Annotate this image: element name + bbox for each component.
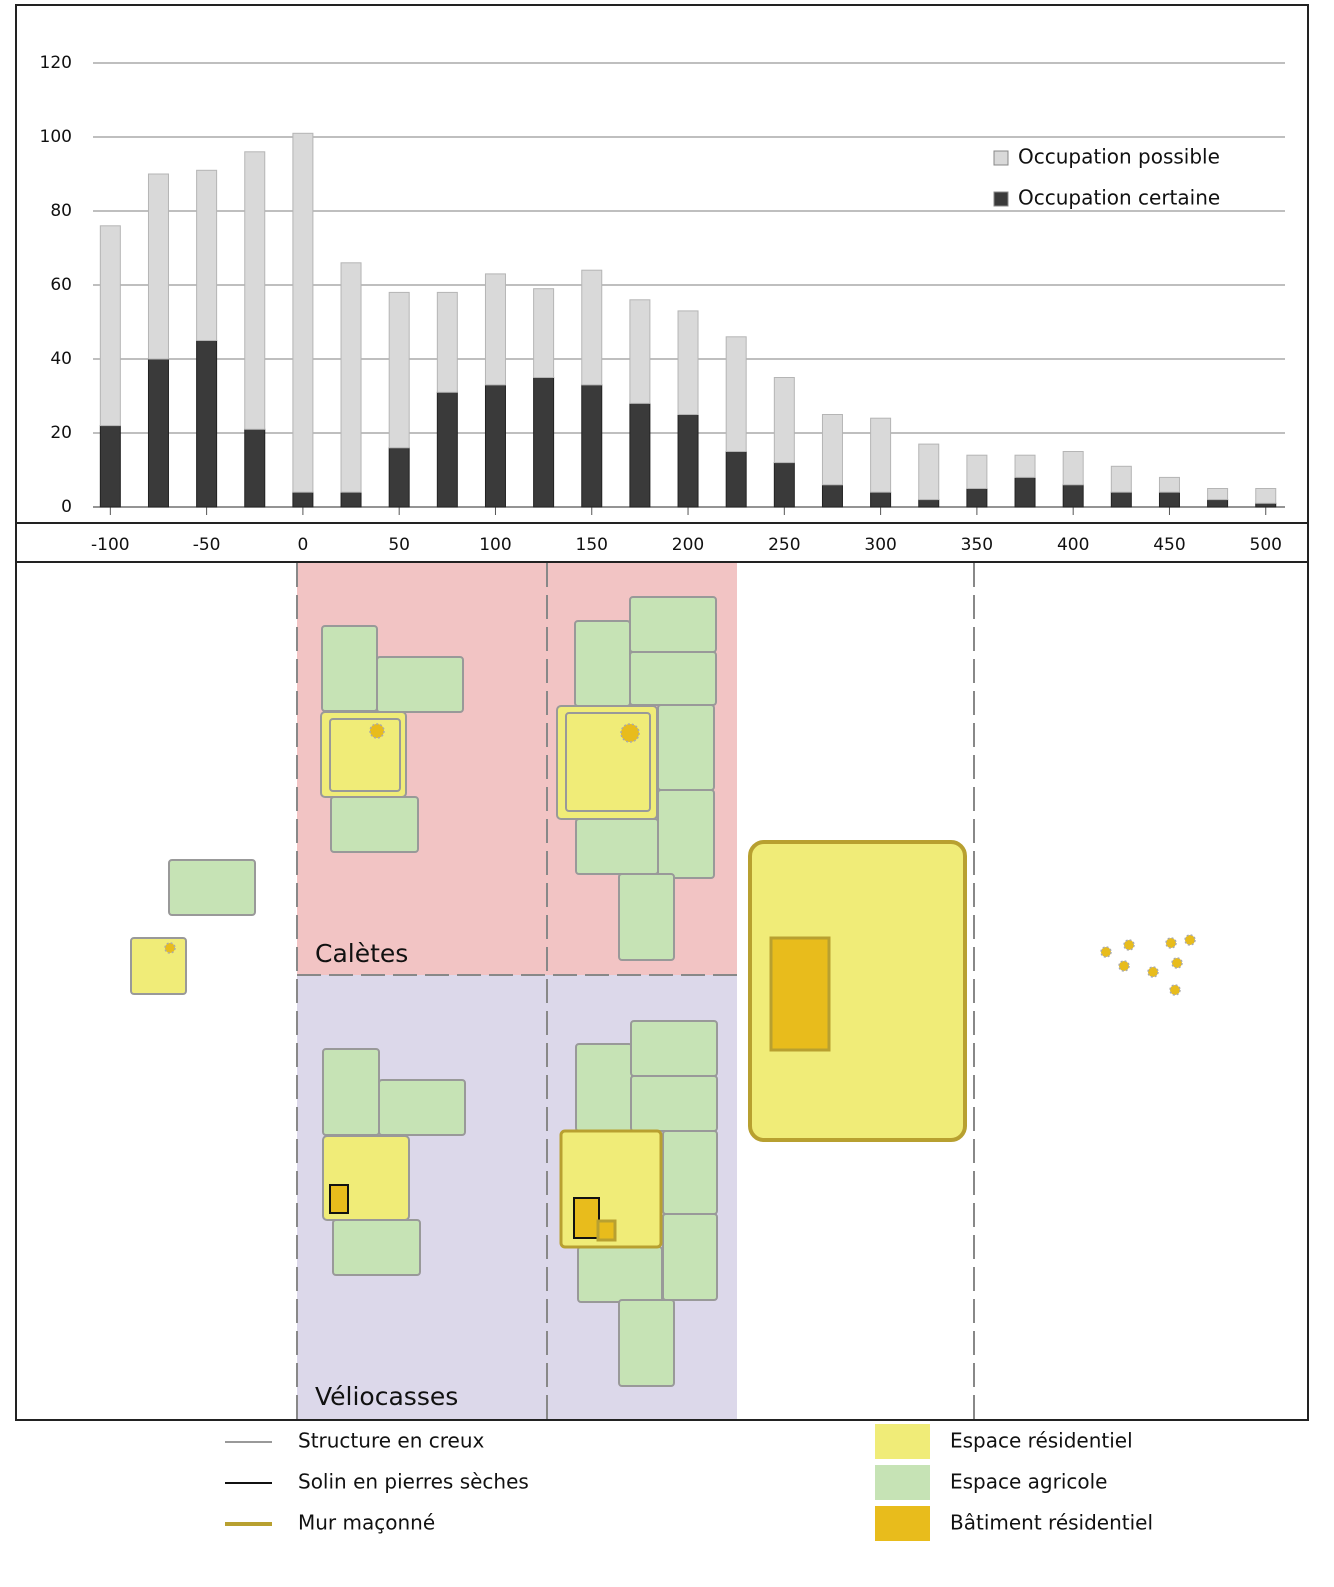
dividers xyxy=(296,563,975,1420)
bar-segment xyxy=(725,336,747,452)
bar-segment xyxy=(629,402,651,508)
bar-segment xyxy=(1014,476,1036,508)
legend-label: Espace agricole xyxy=(950,1470,1108,1494)
legend-label: Structure en creux xyxy=(298,1429,484,1453)
x-tick-label: 200 xyxy=(672,535,704,555)
bar-segment xyxy=(436,291,458,393)
bar-segment xyxy=(340,491,362,508)
y-tick-label: 40 xyxy=(50,349,72,369)
y-tick-label: 60 xyxy=(50,275,72,295)
y-tick-label: 80 xyxy=(50,201,72,221)
bar-segment xyxy=(725,451,747,508)
legend-label: Mur maçonné xyxy=(298,1511,435,1535)
bar-segment xyxy=(581,269,603,386)
legend-swatch xyxy=(993,191,1009,207)
bar-segment xyxy=(533,377,555,508)
bar-segment xyxy=(821,484,843,508)
bar-segment xyxy=(1158,476,1180,493)
bar-segment xyxy=(677,310,699,415)
bar-segment xyxy=(99,225,121,427)
bar-segment xyxy=(292,132,314,493)
bar-segment xyxy=(340,262,362,493)
bar-segment xyxy=(1062,451,1084,486)
chart: 0 20 40 60 80 100 120 -100 -50 0 50 100 150 200 250 300… xyxy=(40,53,1285,555)
bar-segment xyxy=(244,428,266,508)
x-tick-label: 450 xyxy=(1153,535,1185,555)
x-tick-label: 50 xyxy=(388,535,410,555)
x-tick-label: 350 xyxy=(961,535,993,555)
bar-segment xyxy=(292,491,314,508)
region-label: Véliocasses xyxy=(315,1382,458,1411)
legend-swatch xyxy=(993,150,1009,166)
x-tick-label: 0 xyxy=(297,535,308,555)
y-tick-label: 120 xyxy=(40,53,72,73)
bar-segment xyxy=(773,462,795,508)
bar-segment xyxy=(918,499,940,508)
bar-segment xyxy=(196,340,218,508)
bar-segment xyxy=(99,425,121,508)
legend-label: Espace résidentiel xyxy=(950,1429,1133,1453)
bar-segment xyxy=(870,417,892,493)
bar-segment xyxy=(1207,499,1229,508)
bar-segment xyxy=(388,447,410,508)
bar-segment xyxy=(821,414,843,486)
bar-segment xyxy=(484,273,506,386)
y-tick-label: 100 xyxy=(40,127,72,147)
y-tick-label: 0 xyxy=(61,497,72,517)
legend-label: Occupation possible xyxy=(1018,145,1220,169)
x-tick-label: 100 xyxy=(479,535,511,555)
x-tick-label: -100 xyxy=(91,535,130,555)
bar-segment xyxy=(1255,502,1277,508)
x-tick-label: 500 xyxy=(1250,535,1282,555)
bar-segment xyxy=(147,358,169,508)
x-tick-label: 150 xyxy=(576,535,608,555)
x-tick-label: -50 xyxy=(193,535,221,555)
bar-segment xyxy=(388,291,410,449)
bar-segment xyxy=(533,288,555,379)
bar-segment xyxy=(1062,484,1084,508)
bar-segment xyxy=(918,443,940,501)
bar-segment xyxy=(1158,491,1180,508)
x-tick-label: 250 xyxy=(768,535,800,555)
bar-segment xyxy=(870,491,892,508)
region-label: Calètes xyxy=(315,939,408,968)
bar-segment xyxy=(244,151,266,430)
frame xyxy=(15,4,1309,1421)
bar-segment xyxy=(1255,488,1277,504)
bar-segment xyxy=(629,299,651,404)
bar-segment xyxy=(1014,454,1036,478)
diagram: Calètes Véliocasses Structure en creux S… xyxy=(130,563,1196,1541)
legend-label: Solin en pierres sèches xyxy=(298,1470,529,1494)
bar-segment xyxy=(1110,465,1132,493)
bar-segment xyxy=(1207,488,1229,501)
diagram-legend: Structure en creux Solin en pierres sèch… xyxy=(225,1424,1153,1541)
x-tick-label: 400 xyxy=(1057,535,1089,555)
bar-segment xyxy=(147,173,169,360)
bar-segment xyxy=(966,454,988,490)
bar-segment xyxy=(436,391,458,508)
y-tick-label: 20 xyxy=(50,423,72,443)
bar-segment xyxy=(773,377,795,464)
bar-segment xyxy=(966,488,988,508)
plans xyxy=(130,596,1196,1387)
legend-label: Occupation certaine xyxy=(1018,186,1220,210)
bar-segment xyxy=(1110,491,1132,508)
legend-label: Bâtiment résidentiel xyxy=(950,1511,1153,1535)
bar-segment xyxy=(677,414,699,508)
x-tick-label: 300 xyxy=(864,535,896,555)
bar-segment xyxy=(581,384,603,508)
bar-segment xyxy=(196,169,218,341)
bar-segment xyxy=(484,384,506,508)
